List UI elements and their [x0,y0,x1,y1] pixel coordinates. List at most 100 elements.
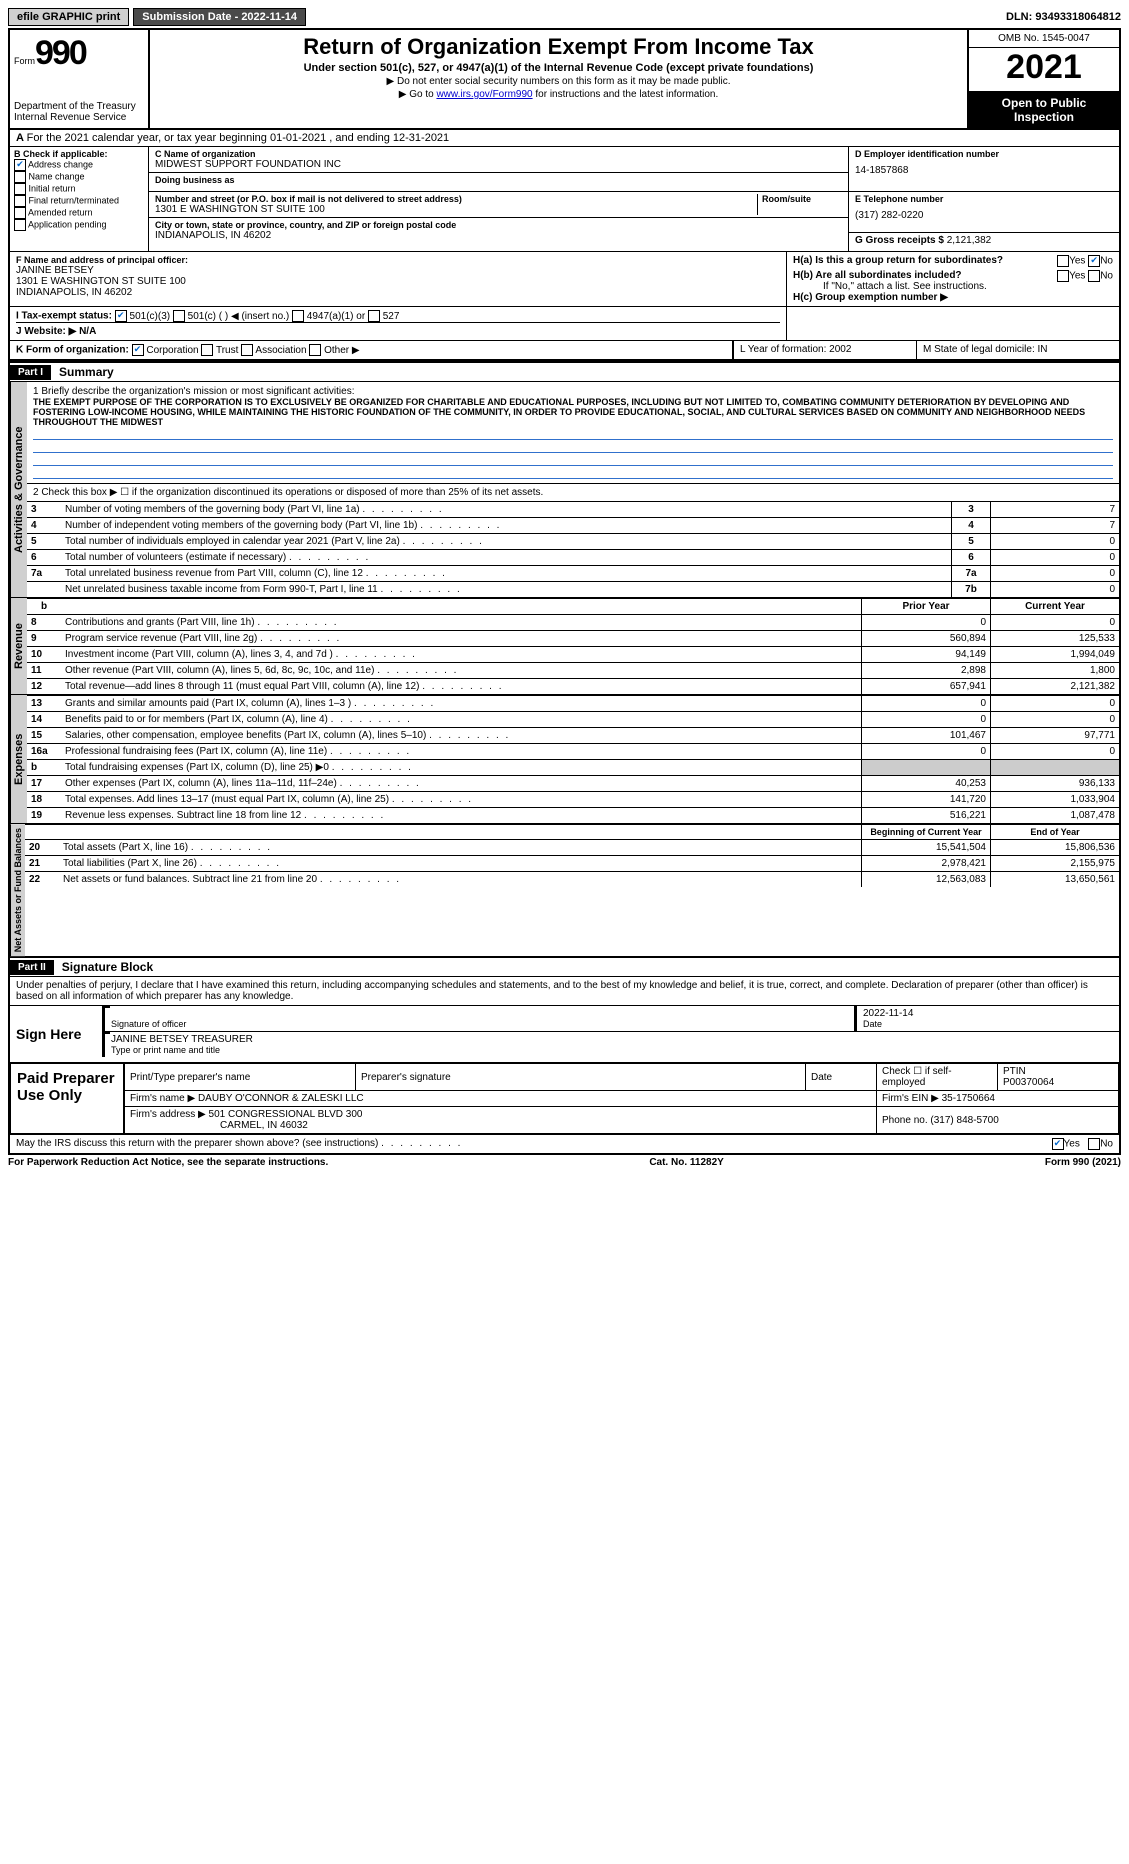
table-row: 7aTotal unrelated business revenue from … [27,566,1119,582]
table-row: 16aProfessional fundraising fees (Part I… [27,744,1119,760]
col-c-org-info: C Name of organization MIDWEST SUPPORT F… [149,147,849,251]
table-row: 20Total assets (Part X, line 16) 15,541,… [25,840,1119,856]
page-footer: For Paperwork Reduction Act Notice, see … [8,1155,1121,1168]
entity-section: B Check if applicable: Address change Na… [10,147,1119,252]
section-f: F Name and address of principal officer:… [10,252,787,306]
expenses-section: Expenses 13Grants and similar amounts pa… [10,694,1119,823]
form-subtitle: Under section 501(c), 527, or 4947(a)(1)… [158,62,959,74]
checkbox-final-return-terminated[interactable]: Final return/terminated [14,195,144,207]
submission-date-button[interactable]: Submission Date - 2022-11-14 [133,8,306,26]
table-row: 11Other revenue (Part VIII, column (A), … [27,663,1119,679]
table-row: 15Salaries, other compensation, employee… [27,728,1119,744]
table-row: 22Net assets or fund balances. Subtract … [25,872,1119,888]
checkbox-name-change[interactable]: Name change [14,171,144,183]
mission-text: THE EXEMPT PURPOSE OF THE CORPORATION IS… [33,397,1113,427]
line-i-j: I Tax-exempt status: 501(c)(3) 501(c) ( … [10,307,1119,341]
org-name: MIDWEST SUPPORT FOUNDATION INC [155,159,842,170]
ha-yes-checkbox[interactable] [1057,255,1069,267]
part-1-body: Activities & Governance 1 Briefly descri… [10,382,1119,597]
irs-link[interactable]: www.irs.gov/Form990 [436,89,532,100]
discuss-yes-checkbox[interactable] [1052,1138,1064,1150]
officer-name: JANINE BETSEY TREASURER [111,1034,253,1045]
form-word: Form [14,56,35,66]
part-2-header: Part II Signature Block [10,956,1119,977]
form-note-1: ▶ Do not enter social security numbers o… [158,76,959,87]
header-right: OMB No. 1545-0047 2021 Open to Public In… [967,30,1119,128]
table-row: 17Other expenses (Part IX, column (A), l… [27,776,1119,792]
treasury-dept: Department of the Treasury Internal Reve… [14,101,144,123]
form-number: 990 [35,34,86,72]
top-toolbar: efile GRAPHIC print Submission Date - 20… [8,8,1121,26]
vtab-expenses: Expenses [10,695,27,823]
ha-no-checkbox[interactable] [1088,255,1100,267]
firm-address: 501 CONGRESSIONAL BLVD 300 [209,1109,363,1120]
dln-label: DLN: 93493318064812 [1006,11,1121,23]
signature-intro: Under penalties of perjury, I declare th… [10,977,1119,1005]
ein-value: 14-1857868 [855,159,1113,176]
ptin-value: P00370064 [1003,1077,1054,1088]
hb-no-checkbox[interactable] [1088,270,1100,282]
line-k-l-m: K Form of organization: Corporation Trus… [10,341,1119,361]
section-f-h: F Name and address of principal officer:… [10,252,1119,307]
discuss-no-checkbox[interactable] [1088,1138,1100,1150]
table-row: 10Investment income (Part VIII, column (… [27,647,1119,663]
netassets-section: Net Assets or Fund Balances Beginning of… [10,823,1119,956]
checkbox-address-change[interactable]: Address change [14,159,144,171]
table-row: 13Grants and similar amounts paid (Part … [27,696,1119,712]
checkbox-initial-return[interactable]: Initial return [14,183,144,195]
line-2: 2 Check this box ▶ ☐ if the organization… [27,484,1119,501]
open-public-badge: Open to Public Inspection [969,92,1119,128]
tax-year: 2021 [969,48,1119,92]
part-1-header: Part I Summary [10,361,1119,382]
line-m: M State of legal domicile: IN [917,341,1119,359]
vtab-activities-governance: Activities & Governance [10,382,27,597]
omb-number: OMB No. 1545-0047 [969,30,1119,48]
table-row: 12Total revenue—add lines 8 through 11 (… [27,679,1119,695]
vtab-net-assets: Net Assets or Fund Balances [10,824,25,956]
table-row: Net unrelated business taxable income fr… [27,582,1119,598]
section-h: H(a) Is this a group return for subordin… [787,252,1119,306]
org-address: 1301 E WASHINGTON ST SUITE 100 [155,204,753,215]
expenses-table: 13Grants and similar amounts paid (Part … [27,695,1119,823]
table-row: 3Number of voting members of the governi… [27,502,1119,518]
form-990: Form990 Department of the Treasury Inter… [8,28,1121,1155]
efile-badge: efile GRAPHIC print [8,8,129,26]
header-left: Form990 Department of the Treasury Inter… [10,30,150,128]
firm-ein: 35-1750664 [942,1093,995,1104]
form-note-2: ▶ Go to www.irs.gov/Form990 for instruct… [158,89,959,100]
table-row: bTotal fundraising expenses (Part IX, co… [27,760,1119,776]
table-row: 9Program service revenue (Part VIII, lin… [27,631,1119,647]
gross-receipts: 2,121,382 [947,235,992,246]
signature-date: 2022-11-14 [863,1008,913,1019]
table-row: 14Benefits paid to or for members (Part … [27,712,1119,728]
firm-name: DAUBY O'CONNOR & ZALESKI LLC [198,1093,364,1104]
line-a: A For the 2021 calendar year, or tax yea… [10,130,1119,147]
header-title-block: Return of Organization Exempt From Incom… [150,30,967,128]
revenue-section: Revenue bPrior YearCurrent Year8Contribu… [10,597,1119,694]
hb-yes-checkbox[interactable] [1057,270,1069,282]
paid-preparer-block: Paid Preparer Use Only Print/Type prepar… [10,1062,1119,1134]
table-row: 19Revenue less expenses. Subtract line 1… [27,808,1119,824]
form-title: Return of Organization Exempt From Incom… [158,34,959,60]
website-line: J Website: ▶ N/A [16,326,96,337]
mission-block: 1 Briefly describe the organization's mi… [27,382,1119,484]
governance-table: 3Number of voting members of the governi… [27,501,1119,597]
table-row: 4Number of independent voting members of… [27,518,1119,534]
col-b-checkboxes: B Check if applicable: Address change Na… [10,147,149,251]
table-row: 21Total liabilities (Part X, line 26) 2,… [25,856,1119,872]
vtab-revenue: Revenue [10,598,27,694]
table-row: 18Total expenses. Add lines 13–17 (must … [27,792,1119,808]
form-header: Form990 Department of the Treasury Inter… [10,30,1119,130]
checkbox-amended-return[interactable]: Amended return [14,207,144,219]
firm-phone: (317) 848-5700 [930,1115,998,1126]
line-l: L Year of formation: 2002 [733,341,917,359]
sign-here-block: Sign Here Signature of officer 2022-11-1… [10,1005,1119,1062]
revenue-table: bPrior YearCurrent Year8Contributions an… [27,598,1119,694]
discuss-line: May the IRS discuss this return with the… [10,1134,1119,1153]
org-city: INDIANAPOLIS, IN 46202 [155,230,842,241]
checkbox-application-pending[interactable]: Application pending [14,219,144,231]
netassets-table: Beginning of Current YearEnd of Year20To… [25,824,1119,887]
table-row: 8Contributions and grants (Part VIII, li… [27,615,1119,631]
table-row: 6Total number of volunteers (estimate if… [27,550,1119,566]
table-row: 5Total number of individuals employed in… [27,534,1119,550]
